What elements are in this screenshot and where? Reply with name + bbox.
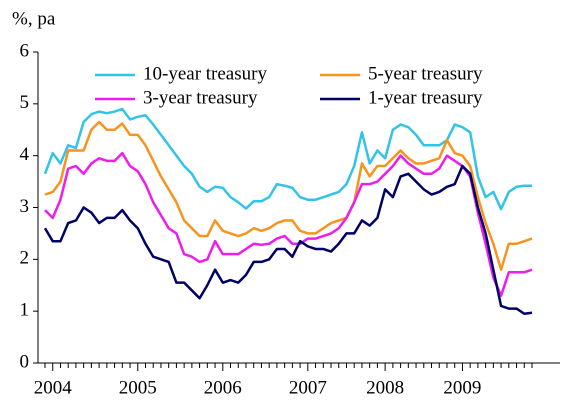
x-tick-label: 2007	[289, 377, 327, 398]
line-series	[43, 164, 533, 316]
line-series	[44, 120, 533, 271]
x-tick-label: 2008	[366, 377, 404, 398]
y-axis-label: %, pa	[12, 8, 56, 29]
legend-label: 1-year treasury	[368, 87, 483, 108]
line-series	[44, 151, 533, 297]
x-tick-label: 2009	[443, 377, 481, 398]
y-tick-label: 2	[20, 248, 30, 269]
y-tick-label: 1	[20, 300, 30, 321]
y-tick-label: 3	[20, 196, 30, 217]
y-tick-label: 6	[20, 40, 30, 61]
x-tick-label: 2004	[34, 377, 73, 398]
y-tick-label: 5	[20, 92, 30, 113]
y-tick-label: 0	[20, 351, 30, 372]
legend-label: 3-year treasury	[143, 87, 258, 108]
line-series	[43, 107, 532, 211]
legend-label: 10-year treasury	[143, 63, 267, 84]
x-tick-label: 2006	[204, 377, 242, 398]
y-tick-label: 4	[20, 144, 30, 165]
x-tick-label: 2005	[119, 377, 157, 398]
legend-label: 5-year treasury	[368, 63, 483, 84]
